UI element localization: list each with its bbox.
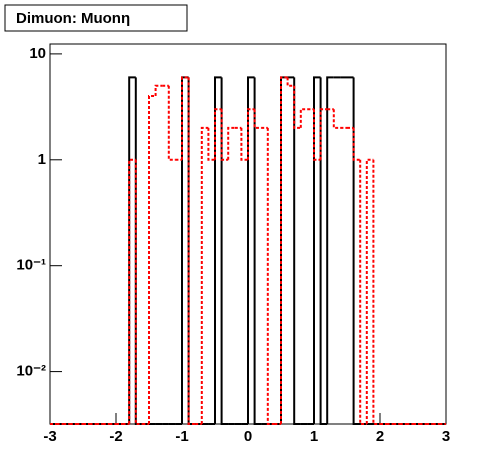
histogram-bin	[326, 76, 334, 424]
histogram-bin	[352, 127, 361, 161]
x-tick-label: -1	[175, 428, 188, 445]
x-tick-label: 0	[244, 428, 252, 445]
histogram-bin	[332, 109, 341, 129]
histogram-bin	[293, 77, 301, 425]
y-tick-label: 10⁻²	[16, 363, 46, 380]
x-tick-label: 2	[376, 428, 384, 445]
histogram-bin	[214, 108, 222, 160]
histogram-bin	[181, 76, 189, 160]
histogram-bin	[319, 77, 328, 425]
histogram-bin	[253, 109, 262, 129]
histogram-bin	[220, 109, 229, 161]
histogram-bin	[134, 77, 143, 425]
histogram-bin	[220, 77, 229, 425]
histogram-bin	[214, 76, 222, 424]
histogram-bin	[313, 109, 321, 161]
chart-title: Dimuon: Muonη	[16, 10, 130, 27]
y-tick-label: 1	[38, 151, 46, 168]
x-tick-label: -3	[43, 428, 56, 445]
histogram-bin	[154, 84, 163, 97]
histogram-bin	[247, 108, 255, 160]
histogram-bin	[313, 76, 321, 424]
histogram-bin	[253, 77, 262, 425]
histogram-bin	[207, 127, 215, 161]
histogram-bin	[266, 127, 275, 425]
histogram-bin	[299, 108, 308, 128]
histogram-bin	[148, 95, 156, 424]
x-tick-label: 1	[310, 428, 318, 445]
histogram-bin	[240, 127, 248, 161]
x-tick-label: -2	[109, 428, 122, 445]
histogram-bin	[280, 76, 288, 424]
histogram-bin	[319, 108, 328, 160]
histogram-bin	[227, 126, 235, 160]
histogram-bin	[352, 77, 361, 425]
histogram-bin	[293, 85, 301, 129]
histogram-bin	[286, 77, 295, 87]
x-tick-label: 3	[442, 428, 450, 445]
histogram-bin	[187, 77, 196, 425]
y-tick-label: 10⁻¹	[16, 257, 46, 274]
histogram-bin	[247, 76, 255, 424]
histogram-bin	[200, 126, 209, 424]
title-box	[4, 4, 188, 32]
y-tick-label: 10	[29, 45, 46, 62]
